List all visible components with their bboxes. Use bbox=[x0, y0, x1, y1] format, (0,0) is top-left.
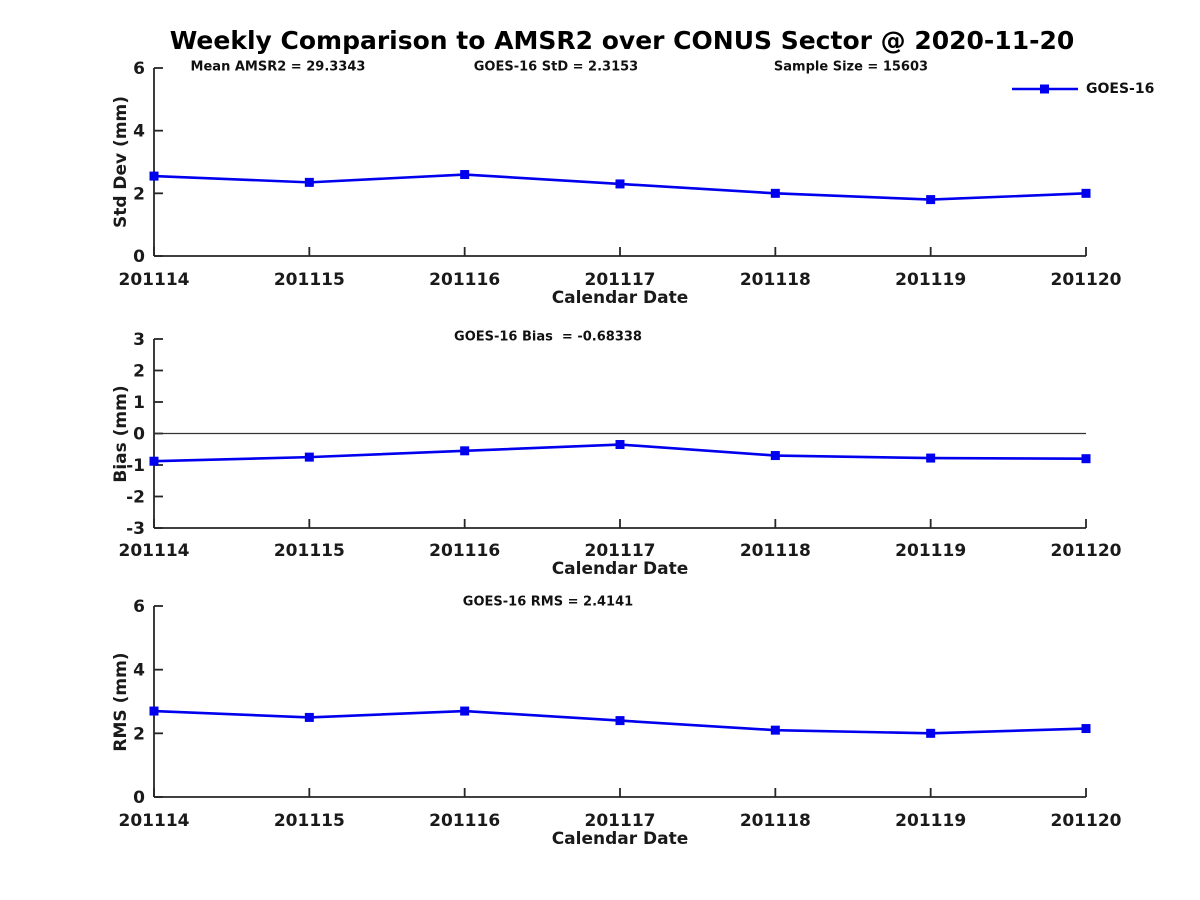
y-axis-label-stddev: Std Dev (mm) bbox=[111, 95, 131, 229]
data-point-marker bbox=[304, 452, 314, 462]
legend-line-marker-icon bbox=[1012, 84, 1078, 94]
data-point-marker bbox=[1081, 454, 1091, 464]
data-point-marker bbox=[926, 453, 936, 463]
data-point-marker bbox=[615, 716, 625, 726]
x-tick-label: 201115 bbox=[274, 541, 345, 561]
x-tick-label: 201120 bbox=[1051, 541, 1122, 561]
y-tick-label: 2 bbox=[133, 362, 145, 382]
y-tick-label: 4 bbox=[133, 122, 145, 142]
x-tick-label: 201118 bbox=[740, 541, 811, 561]
data-point-marker bbox=[304, 177, 314, 187]
x-tick-label: 201117 bbox=[585, 541, 656, 561]
x-tick-label: 201119 bbox=[895, 811, 966, 831]
y-tick-label: 2 bbox=[133, 184, 145, 204]
x-tick-label: 201118 bbox=[740, 811, 811, 831]
y-tick-label: 1 bbox=[133, 393, 145, 413]
y-tick-label: 6 bbox=[133, 59, 145, 79]
x-tick-label: 201119 bbox=[895, 541, 966, 561]
x-axis-label-2: Calendar Date bbox=[551, 559, 689, 579]
x-tick-label: 201114 bbox=[119, 541, 190, 561]
x-tick-label: 201117 bbox=[585, 811, 656, 831]
y-axis-label-bias: Bias (mm) bbox=[111, 385, 131, 483]
x-tick-label: 201116 bbox=[429, 270, 500, 290]
y-tick-label: -3 bbox=[126, 519, 145, 539]
data-point-marker bbox=[460, 446, 470, 456]
stat-mean-amsr2: Mean AMSR2 = 29.3343 bbox=[190, 59, 366, 75]
data-point-marker bbox=[770, 188, 780, 198]
y-tick-label: 6 bbox=[133, 597, 145, 617]
stat-goes16-std: GOES-16 StD = 2.3153 bbox=[473, 59, 639, 75]
x-tick-label: 201115 bbox=[274, 811, 345, 831]
x-tick-label: 201118 bbox=[740, 270, 811, 290]
x-tick-label: 201115 bbox=[274, 270, 345, 290]
y-tick-label: 4 bbox=[133, 661, 145, 681]
x-tick-label: 201117 bbox=[585, 270, 656, 290]
y-tick-label: 0 bbox=[133, 247, 145, 267]
data-point-marker bbox=[615, 179, 625, 189]
data-point-marker bbox=[304, 712, 314, 722]
y-tick-label: 3 bbox=[133, 330, 145, 350]
data-point-marker bbox=[926, 728, 936, 738]
x-tick-label: 201116 bbox=[429, 811, 500, 831]
data-point-marker bbox=[1081, 724, 1091, 734]
data-point-marker bbox=[615, 440, 625, 450]
legend: GOES-16 bbox=[1012, 81, 1154, 97]
subplot-bias-title: GOES-16 Bias = -0.68338 bbox=[454, 329, 642, 345]
y-tick-label: -1 bbox=[126, 456, 145, 476]
x-axis-label-1: Calendar Date bbox=[551, 288, 689, 308]
x-tick-label: 201116 bbox=[429, 541, 500, 561]
y-tick-label: -2 bbox=[126, 488, 145, 508]
x-tick-label: 201120 bbox=[1051, 811, 1122, 831]
figure-title: Weekly Comparison to AMSR2 over CONUS Se… bbox=[169, 26, 1075, 55]
data-point-marker bbox=[926, 195, 936, 205]
data-point-marker bbox=[1081, 188, 1091, 198]
data-point-marker bbox=[460, 706, 470, 716]
data-point-marker bbox=[770, 725, 780, 735]
y-axis-label-rms: RMS (mm) bbox=[111, 652, 131, 752]
x-tick-label: 201114 bbox=[119, 811, 190, 831]
y-tick-label: 0 bbox=[133, 425, 145, 445]
x-tick-label: 201120 bbox=[1051, 270, 1122, 290]
legend-label: GOES-16 bbox=[1086, 81, 1155, 97]
stat-sample-size: Sample Size = 15603 bbox=[773, 59, 929, 75]
y-tick-label: 2 bbox=[133, 724, 145, 744]
subplot-rms-title: GOES-16 RMS = 2.4141 bbox=[462, 594, 634, 610]
data-point-marker bbox=[770, 451, 780, 461]
x-axis-label-3: Calendar Date bbox=[551, 829, 689, 849]
x-tick-label: 201119 bbox=[895, 270, 966, 290]
data-point-marker bbox=[149, 706, 159, 716]
data-point-marker bbox=[149, 171, 159, 181]
data-point-marker bbox=[460, 170, 470, 180]
x-tick-label: 201114 bbox=[119, 270, 190, 290]
data-point-marker bbox=[149, 456, 159, 466]
y-tick-label: 0 bbox=[133, 788, 145, 808]
